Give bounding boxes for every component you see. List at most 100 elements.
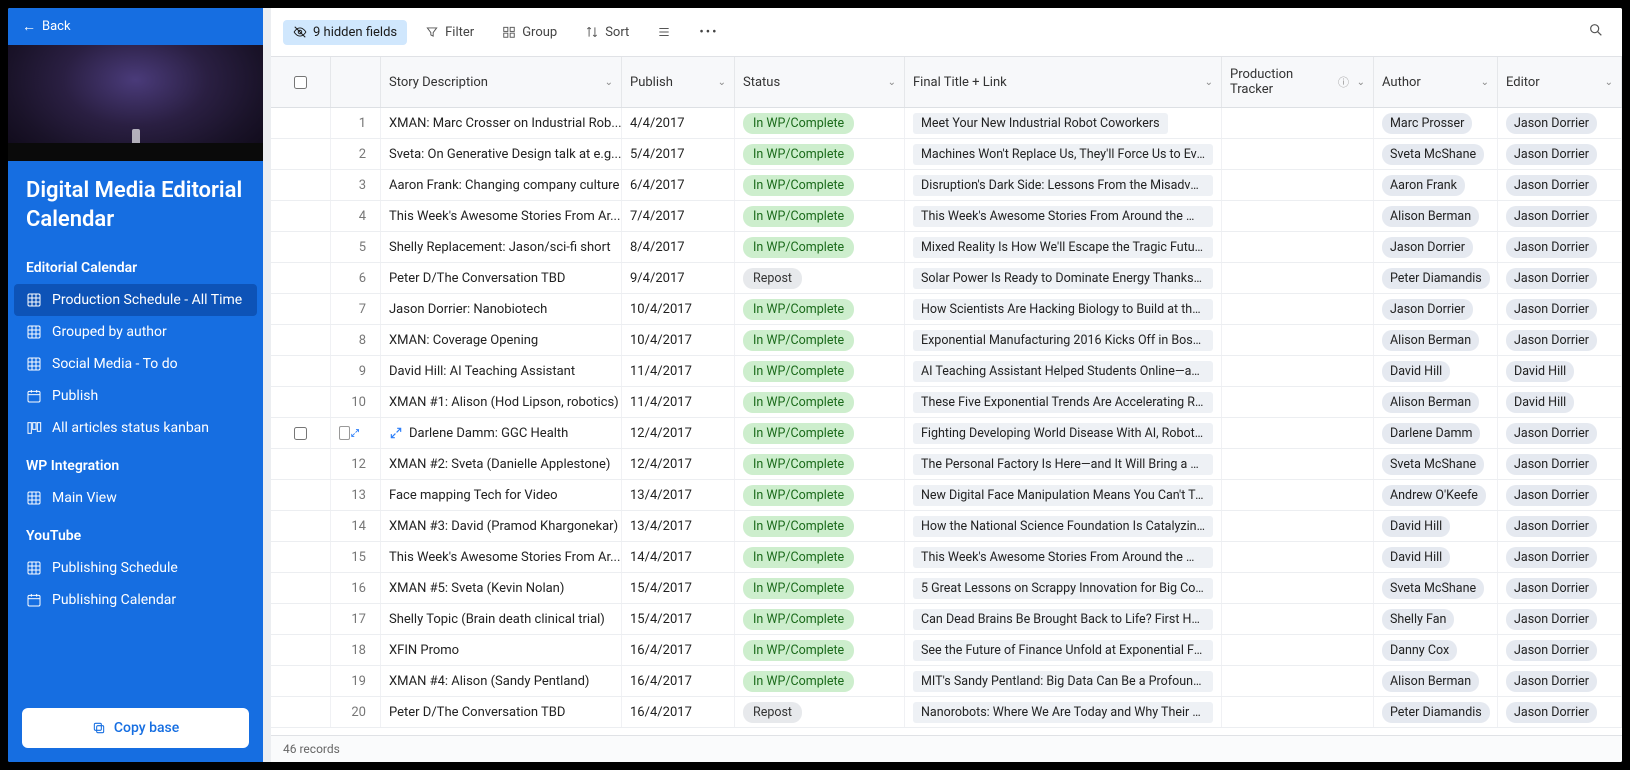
cell-status[interactable]: In WP/Complete — [735, 108, 905, 138]
cell-story[interactable]: Darlene Damm: GGC Health — [381, 418, 622, 448]
cell-status[interactable]: In WP/Complete — [735, 542, 905, 572]
row-checkbox-cell[interactable] — [271, 635, 331, 665]
cell-publish[interactable]: 7/4/2017 — [622, 201, 735, 231]
cell-editor[interactable]: Jason Dorrier — [1498, 108, 1622, 138]
cell-publish[interactable]: 5/4/2017 — [622, 139, 735, 169]
cell-publish[interactable]: 16/4/2017 — [622, 666, 735, 696]
cell-publish[interactable]: 9/4/2017 — [622, 263, 735, 293]
nav-item[interactable]: Publishing Calendar — [8, 584, 263, 616]
cell-tracker[interactable] — [1222, 542, 1374, 572]
nav-item[interactable]: Publishing Schedule — [8, 552, 263, 584]
final-title-link[interactable]: Solar Power Is Ready to Dominate Energy … — [913, 268, 1213, 289]
table-row[interactable]: 18XFIN Promo16/4/2017In WP/CompleteSee t… — [271, 635, 1622, 666]
cell-status[interactable]: In WP/Complete — [735, 387, 905, 417]
cell-story[interactable]: XFIN Promo — [381, 635, 622, 665]
cell-editor[interactable]: David Hill — [1498, 356, 1622, 386]
nav-item[interactable]: Publish — [8, 380, 263, 412]
table-row[interactable]: 16XMAN #5: Sveta (Kevin Nolan)15/4/2017I… — [271, 573, 1622, 604]
final-title-link[interactable]: 5 Great Lessons on Scrappy Innovation fo… — [913, 578, 1213, 599]
table-row[interactable]: 9David Hill: AI Teaching Assistant11/4/2… — [271, 356, 1622, 387]
cell-author[interactable]: Peter Diamandis — [1374, 263, 1498, 293]
final-title-link[interactable]: Disruption's Dark Side: Lessons From the… — [913, 175, 1213, 196]
final-title-link[interactable]: Meet Your New Industrial Robot Coworkers — [913, 113, 1168, 134]
cell-story[interactable]: Peter D/The Conversation TBD — [381, 263, 622, 293]
table-row[interactable]: 7Jason Dorrier: Nanobiotech10/4/2017In W… — [271, 294, 1622, 325]
data-grid[interactable]: Story Description⌄ Publish⌄ Status⌄ Fina… — [271, 57, 1622, 735]
cell-publish[interactable]: 8/4/2017 — [622, 232, 735, 262]
cell-final[interactable]: Fighting Developing World Disease With A… — [905, 418, 1222, 448]
expand-icon[interactable] — [350, 426, 360, 440]
select-all-checkbox[interactable] — [294, 76, 307, 89]
cell-editor[interactable]: Jason Dorrier — [1498, 201, 1622, 231]
cell-status[interactable]: In WP/Complete — [735, 480, 905, 510]
header-editor[interactable]: Editor⌄ — [1498, 57, 1622, 107]
cell-tracker[interactable] — [1222, 139, 1374, 169]
cell-editor[interactable]: Jason Dorrier — [1498, 170, 1622, 200]
cell-author[interactable]: Jason Dorrier — [1374, 232, 1498, 262]
cell-tracker[interactable] — [1222, 325, 1374, 355]
table-row[interactable]: 3Aaron Frank: Changing company culture6/… — [271, 170, 1622, 201]
final-title-link[interactable]: This Week's Awesome Stories From Around … — [913, 206, 1213, 227]
cell-editor[interactable]: Jason Dorrier — [1498, 635, 1622, 665]
final-title-link[interactable]: Can Dead Brains Be Brought Back to Life?… — [913, 609, 1213, 630]
cell-publish[interactable]: 15/4/2017 — [622, 604, 735, 634]
hidden-fields-button[interactable]: 9 hidden fields — [283, 20, 407, 45]
cell-final[interactable]: How the National Science Foundation Is C… — [905, 511, 1222, 541]
row-checkbox-cell[interactable] — [271, 232, 331, 262]
cell-status[interactable]: In WP/Complete — [735, 418, 905, 448]
row-height-button[interactable] — [647, 20, 681, 44]
nav-item[interactable]: All articles status kanban — [8, 412, 263, 444]
search-button[interactable] — [1582, 16, 1610, 48]
cell-status[interactable]: In WP/Complete — [735, 635, 905, 665]
cell-final[interactable]: AI Teaching Assistant Helped Students On… — [905, 356, 1222, 386]
cell-author[interactable]: Sveta McShane — [1374, 449, 1498, 479]
cell-final[interactable]: New Digital Face Manipulation Means You … — [905, 480, 1222, 510]
cell-story[interactable]: XMAN #4: Alison (Sandy Pentland) — [381, 666, 622, 696]
final-title-link[interactable]: The Personal Factory Is Here—and It Will… — [913, 454, 1213, 475]
final-title-link[interactable]: How the National Science Foundation Is C… — [913, 516, 1213, 537]
final-title-link[interactable]: AI Teaching Assistant Helped Students On… — [913, 361, 1213, 382]
row-checkbox-cell[interactable] — [271, 542, 331, 572]
cell-status[interactable]: In WP/Complete — [735, 139, 905, 169]
cell-story[interactable]: This Week's Awesome Stories From Ar... — [381, 542, 622, 572]
final-title-link[interactable]: Nanorobots: Where We Are Today and Why T… — [913, 702, 1213, 723]
cell-story[interactable]: Aaron Frank: Changing company culture — [381, 170, 622, 200]
row-checkbox-cell[interactable] — [271, 666, 331, 696]
cell-story[interactable]: XMAN: Marc Crosser on Industrial Rob... — [381, 108, 622, 138]
cell-editor[interactable]: Jason Dorrier — [1498, 418, 1622, 448]
table-row[interactable]: 4This Week's Awesome Stories From Ar...7… — [271, 201, 1622, 232]
cell-tracker[interactable] — [1222, 387, 1374, 417]
final-title-link[interactable]: How Scientists Are Hacking Biology to Bu… — [913, 299, 1213, 320]
cell-publish[interactable]: 15/4/2017 — [622, 573, 735, 603]
row-checkbox-cell[interactable] — [271, 201, 331, 231]
final-title-link[interactable]: Machines Won't Replace Us, They'll Force… — [913, 144, 1213, 165]
cell-publish[interactable]: 13/4/2017 — [622, 511, 735, 541]
cell-status[interactable]: Repost — [735, 263, 905, 293]
row-checkbox-cell[interactable] — [271, 604, 331, 634]
table-row[interactable]: 1XMAN: Marc Crosser on Industrial Rob...… — [271, 108, 1622, 139]
row-checkbox-cell[interactable] — [271, 356, 331, 386]
header-final[interactable]: Final Title + Link⌄ — [905, 57, 1222, 107]
cell-status[interactable]: In WP/Complete — [735, 294, 905, 324]
row-checkbox-cell[interactable] — [271, 480, 331, 510]
final-title-link[interactable]: MIT's Sandy Pentland: Big Data Can Be a … — [913, 671, 1213, 692]
more-button[interactable]: ••• — [689, 20, 728, 45]
cell-publish[interactable]: 16/4/2017 — [622, 697, 735, 727]
header-story[interactable]: Story Description⌄ — [381, 57, 622, 107]
cell-publish[interactable]: 6/4/2017 — [622, 170, 735, 200]
cell-author[interactable]: Alison Berman — [1374, 666, 1498, 696]
cell-author[interactable]: Jason Dorrier — [1374, 294, 1498, 324]
row-checkbox-cell[interactable] — [271, 511, 331, 541]
nav-item[interactable]: Grouped by author — [8, 316, 263, 348]
cell-tracker[interactable] — [1222, 511, 1374, 541]
table-row[interactable]: 10XMAN #1: Alison (Hod Lipson, robotics)… — [271, 387, 1622, 418]
cell-final[interactable]: Disruption's Dark Side: Lessons From the… — [905, 170, 1222, 200]
cell-tracker[interactable] — [1222, 201, 1374, 231]
cell-story[interactable]: XMAN: Coverage Opening — [381, 325, 622, 355]
cell-tracker[interactable] — [1222, 449, 1374, 479]
cell-author[interactable]: Darlene Damm — [1374, 418, 1498, 448]
final-title-link[interactable]: This Week's Awesome Stories From Around … — [913, 547, 1213, 568]
cell-final[interactable]: How Scientists Are Hacking Biology to Bu… — [905, 294, 1222, 324]
cell-publish[interactable]: 4/4/2017 — [622, 108, 735, 138]
cell-final[interactable]: 5 Great Lessons on Scrappy Innovation fo… — [905, 573, 1222, 603]
